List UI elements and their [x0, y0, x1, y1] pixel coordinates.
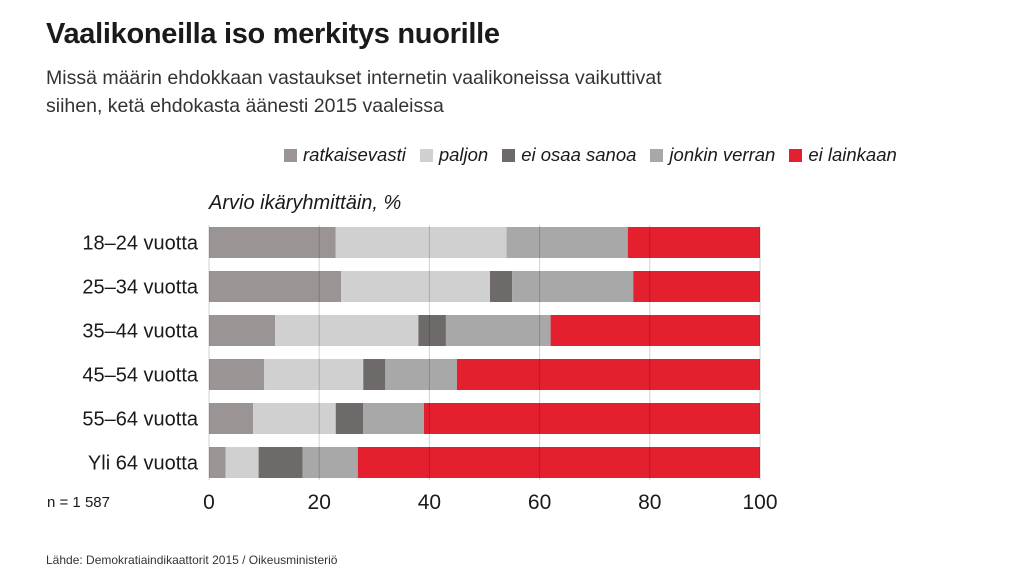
bar-segment [341, 271, 491, 302]
legend-label: ei osaa sanoa [521, 144, 637, 165]
bar-segment [335, 227, 507, 258]
legend-swatch [789, 148, 803, 162]
legend-item: ratkaisevasti [284, 144, 406, 166]
bar-segment [253, 403, 336, 434]
source-note: Lähde: Demokratiaindikaattorit 2015 / Oi… [46, 553, 338, 567]
bar-segment [627, 227, 760, 258]
subtitle-line-2: siihen, ketä ehdokasta äänesti 2015 vaal… [46, 95, 444, 117]
legend-label: jonkin verran [669, 144, 776, 165]
bar-segment [357, 447, 760, 478]
legend-item: jonkin verran [650, 144, 775, 166]
category-label: 25–34 vuotta [82, 277, 199, 299]
bar-segment [445, 315, 551, 346]
legend-item: ei lainkaan [789, 144, 897, 166]
legend-item: paljon [419, 144, 489, 166]
bar-segment [209, 359, 265, 390]
legend-swatch [502, 148, 516, 162]
x-tick-label: 0 [203, 491, 215, 514]
bar-segment [225, 447, 259, 478]
bar-segment [423, 403, 760, 434]
bar-segment [363, 359, 386, 390]
bar-segment [209, 403, 254, 434]
bar-segment [456, 359, 760, 390]
legend-swatch [284, 148, 297, 162]
x-tick-label: 40 [418, 491, 441, 514]
chart-title: Vaalikoneilla iso merkitys nuorille [46, 18, 500, 50]
category-label: 35–44 vuotta [82, 321, 199, 343]
bar-segment [302, 447, 358, 478]
bar-segment [506, 227, 628, 258]
bar-segment [335, 403, 364, 434]
legend-label: paljon [438, 144, 489, 165]
bar-segment [363, 403, 424, 434]
bar-segment [209, 315, 276, 346]
bar-segment [209, 227, 336, 258]
category-label: 18–24 vuotta [82, 233, 199, 255]
legend-swatch [650, 148, 664, 162]
bar-segment [512, 271, 634, 302]
axis-label: Arvio ikäryhmittäin, % [209, 192, 402, 214]
bar-segment [209, 271, 342, 302]
x-tick-label: 100 [742, 491, 777, 514]
bar-segment [385, 359, 457, 390]
bar-segment [490, 271, 513, 302]
bar-segment [258, 447, 303, 478]
x-tick-label: 20 [308, 491, 331, 514]
bar-segment [633, 271, 760, 302]
legend-swatch [419, 148, 433, 162]
bar-segment [275, 315, 419, 346]
legend-label: ei lainkaan [808, 144, 897, 165]
legend-item: ei osaa sanoa [502, 144, 636, 166]
category-label: 45–54 vuotta [82, 365, 199, 387]
x-tick-label: 80 [638, 491, 661, 514]
x-tick-label: 60 [528, 491, 551, 514]
bar-segment [418, 315, 446, 346]
bar-segment [550, 315, 760, 346]
bar-segment [209, 447, 226, 478]
subtitle-line-1: Missä määrin ehdokkaan vastaukset intern… [46, 67, 662, 89]
category-label: Yli 64 vuotta [88, 453, 199, 475]
legend: ratkaisevasti paljon ei osaa sanoa jonkin v… [284, 144, 897, 166]
bar-segment [264, 359, 364, 390]
legend-label: ratkaisevasti [303, 144, 406, 165]
sample-size-note: n = 1 587 [47, 494, 110, 511]
category-label: 55–64 vuotta [82, 409, 199, 431]
